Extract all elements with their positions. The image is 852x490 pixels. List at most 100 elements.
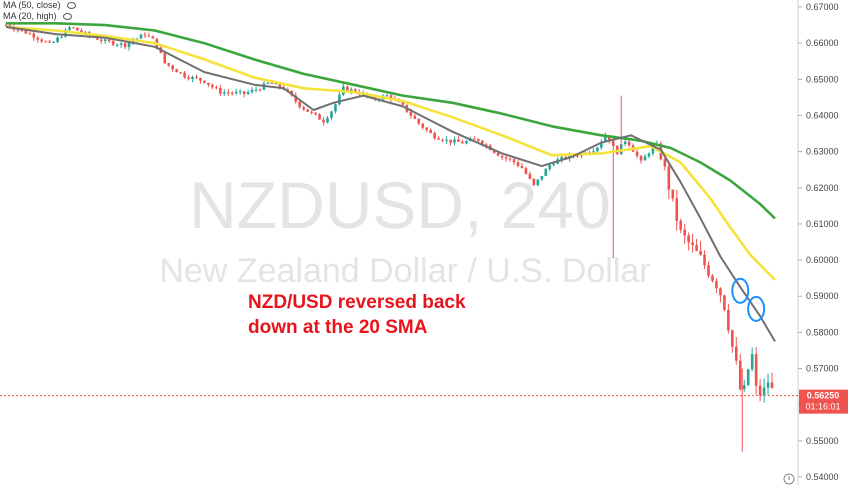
candle-body <box>187 77 190 79</box>
candle-body <box>207 82 210 85</box>
candle-body <box>76 27 79 31</box>
candle-body <box>322 119 325 123</box>
legend-label-ma20: MA (20, high) <box>3 11 57 21</box>
candle-body <box>623 141 627 145</box>
candle-body <box>294 95 298 102</box>
candle-body <box>508 158 512 160</box>
candle-body <box>246 92 250 95</box>
candle-body <box>413 115 417 119</box>
candle-body <box>326 117 329 123</box>
candle-body <box>167 63 171 66</box>
candle-body <box>143 34 147 36</box>
candle-body <box>40 39 44 42</box>
candle-body <box>723 295 726 310</box>
eye-icon[interactable] <box>66 2 76 9</box>
candle-body <box>314 112 317 115</box>
candle-body <box>671 189 675 199</box>
alert-icon[interactable] <box>783 473 795 485</box>
candle-body <box>461 141 464 144</box>
candle-body <box>409 111 413 116</box>
candle-body <box>219 88 222 94</box>
candle-body <box>171 65 174 70</box>
candle-body <box>695 244 698 251</box>
candle-body <box>524 168 528 174</box>
candle-body <box>310 111 313 113</box>
candle-body <box>425 127 429 130</box>
y-tick-label: 0.63000 <box>806 147 839 157</box>
candle-body <box>346 86 349 92</box>
candle-body <box>123 43 127 48</box>
candle-body <box>183 72 186 78</box>
candle-body <box>350 89 353 92</box>
candle-body <box>496 152 500 156</box>
candle-body <box>163 52 167 64</box>
candle-body <box>258 89 262 91</box>
candle-body <box>111 40 115 45</box>
legend-item-ma20[interactable]: MA (20, high) <box>3 11 76 22</box>
candle-body <box>278 83 282 88</box>
candle-body <box>635 151 639 156</box>
y-tick-label: 0.65000 <box>806 74 839 84</box>
candle-body <box>544 169 548 177</box>
candle-body <box>540 176 544 180</box>
candle-body <box>754 354 758 386</box>
candle-body <box>68 27 71 30</box>
candle-body <box>532 178 536 185</box>
candle-body <box>643 156 647 161</box>
candle-body <box>421 123 425 128</box>
candle-body <box>687 235 690 243</box>
candle-body <box>338 94 341 105</box>
price-tag-countdown: 01:16:01 <box>805 402 840 412</box>
candle-body <box>199 78 202 81</box>
candle-body <box>353 89 357 93</box>
candle-body <box>560 156 563 160</box>
candle-body <box>230 92 234 94</box>
candle-body <box>627 141 631 146</box>
legend-label-ma50: MA (50, close) <box>3 0 61 10</box>
candle-body <box>127 43 131 48</box>
candle-body <box>99 39 103 41</box>
candle-body <box>250 89 254 93</box>
candle-body <box>719 288 722 296</box>
candle-body <box>211 84 214 88</box>
legend-item-ma50[interactable]: MA (50, close) <box>3 0 76 11</box>
candle-body <box>707 265 710 276</box>
candle-body <box>28 33 32 35</box>
candle-body <box>762 387 766 396</box>
candle-body <box>306 109 309 112</box>
y-tick-label: 0.66000 <box>806 38 839 48</box>
y-tick-label: 0.59000 <box>806 291 839 301</box>
candle-body <box>80 30 83 33</box>
candle-body <box>115 44 119 46</box>
candle-body <box>147 35 151 37</box>
candle-body <box>465 141 468 144</box>
candle-body <box>564 156 567 159</box>
candle-body <box>175 69 178 73</box>
candle-body <box>592 151 595 153</box>
price-tag-value: 0.56250 <box>807 391 840 401</box>
eye-icon[interactable] <box>62 13 72 20</box>
candle-body <box>453 139 456 143</box>
candle-body <box>548 165 552 170</box>
annotation-line-2: down at the 20 SMA <box>248 317 428 338</box>
candle-body <box>302 107 305 110</box>
last-price-tag: 0.56250 01:16:01 <box>799 389 848 414</box>
candle-body <box>298 101 302 108</box>
candle-body <box>417 118 421 124</box>
candle-body <box>274 83 278 85</box>
candle-body <box>48 41 51 43</box>
candle-body <box>445 139 448 141</box>
candle-body <box>552 163 556 166</box>
touch-marker-circle <box>747 295 766 322</box>
candle-body <box>600 141 603 148</box>
annotation-line-1: NZD/USD reversed back <box>248 292 466 313</box>
candle-body <box>639 155 643 161</box>
y-tick-label: 0.60000 <box>806 255 839 265</box>
candle-body <box>215 87 218 89</box>
candle-body <box>492 150 496 153</box>
candle-body <box>254 89 258 91</box>
candle-body <box>520 166 524 169</box>
candle-body <box>734 346 738 361</box>
